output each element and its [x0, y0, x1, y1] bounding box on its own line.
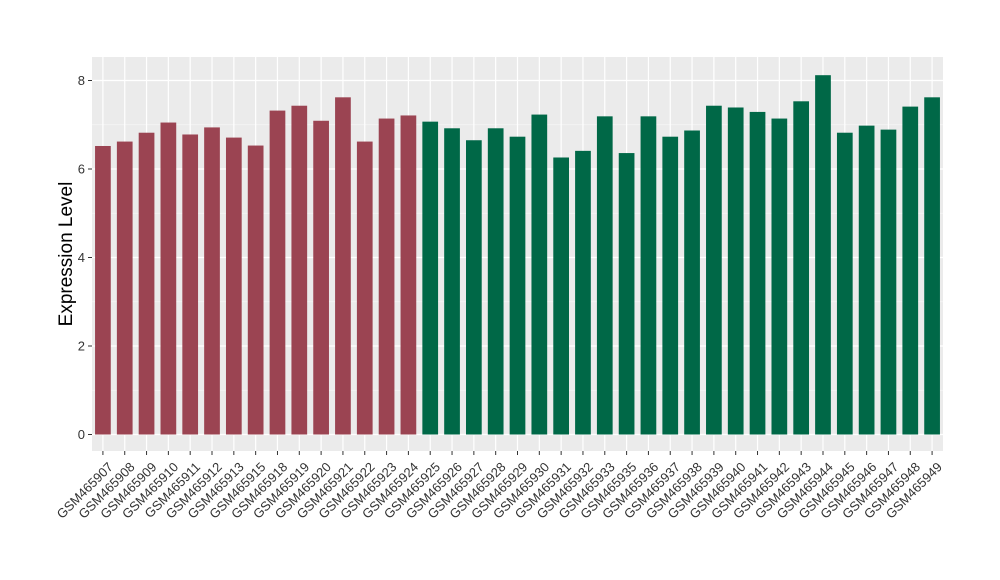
bar-GSM465949	[924, 97, 940, 435]
bar-GSM465918	[269, 110, 286, 435]
bar-GSM465925	[422, 121, 439, 435]
bars	[95, 75, 940, 435]
bar-GSM465941	[749, 111, 766, 435]
bar-GSM465910	[160, 122, 177, 435]
bar-GSM465932	[575, 150, 591, 435]
bar-GSM465927	[466, 140, 482, 435]
bar-GSM465908	[116, 141, 133, 435]
y-tick-label: 2	[78, 339, 85, 354]
bar-GSM465946	[858, 125, 875, 435]
bar-GSM465926	[444, 128, 460, 435]
x-axis: GSM465907GSM465908GSM465909GSM465910GSM4…	[54, 451, 945, 522]
bar-GSM465907	[95, 145, 111, 435]
y-tick-label: 6	[78, 162, 85, 177]
bar-GSM465943	[793, 101, 810, 435]
bar-GSM465923	[378, 118, 395, 435]
bar-GSM465919	[291, 105, 308, 435]
bar-GSM465922	[356, 141, 373, 435]
bar-GSM465909	[138, 132, 155, 435]
bar-GSM465924	[400, 115, 417, 435]
bar-GSM465948	[902, 106, 919, 435]
bar-GSM465930	[531, 114, 548, 435]
bar-GSM465920	[313, 120, 329, 435]
bar-GSM465929	[509, 136, 526, 435]
bar-GSM465928	[487, 128, 504, 435]
bar-GSM465942	[771, 118, 788, 435]
y-tick-label: 8	[78, 73, 85, 88]
bar-GSM465937	[662, 136, 679, 435]
y-tick-label: 0	[78, 427, 85, 442]
bar-GSM465933	[596, 116, 613, 435]
bar-GSM465911	[182, 134, 199, 435]
bar-GSM465935	[618, 153, 635, 435]
bar-GSM465915	[247, 145, 264, 435]
bar-GSM465921	[335, 97, 351, 435]
bar-GSM465913	[225, 137, 242, 435]
bar-GSM465947	[880, 129, 897, 435]
y-tick-label: 4	[78, 250, 85, 265]
bar-GSM465945	[836, 132, 853, 435]
bar-GSM465938	[684, 130, 700, 435]
bar-GSM465912	[204, 127, 220, 435]
bar-GSM465944	[815, 75, 831, 435]
bar-GSM465931	[553, 157, 569, 435]
y-axis: 0 2 4 6 8	[78, 73, 92, 442]
bar-GSM465940	[727, 107, 744, 435]
bar-GSM465936	[640, 116, 657, 435]
bar-GSM465939	[706, 105, 722, 435]
y-axis-title: Expression Level	[56, 182, 77, 327]
